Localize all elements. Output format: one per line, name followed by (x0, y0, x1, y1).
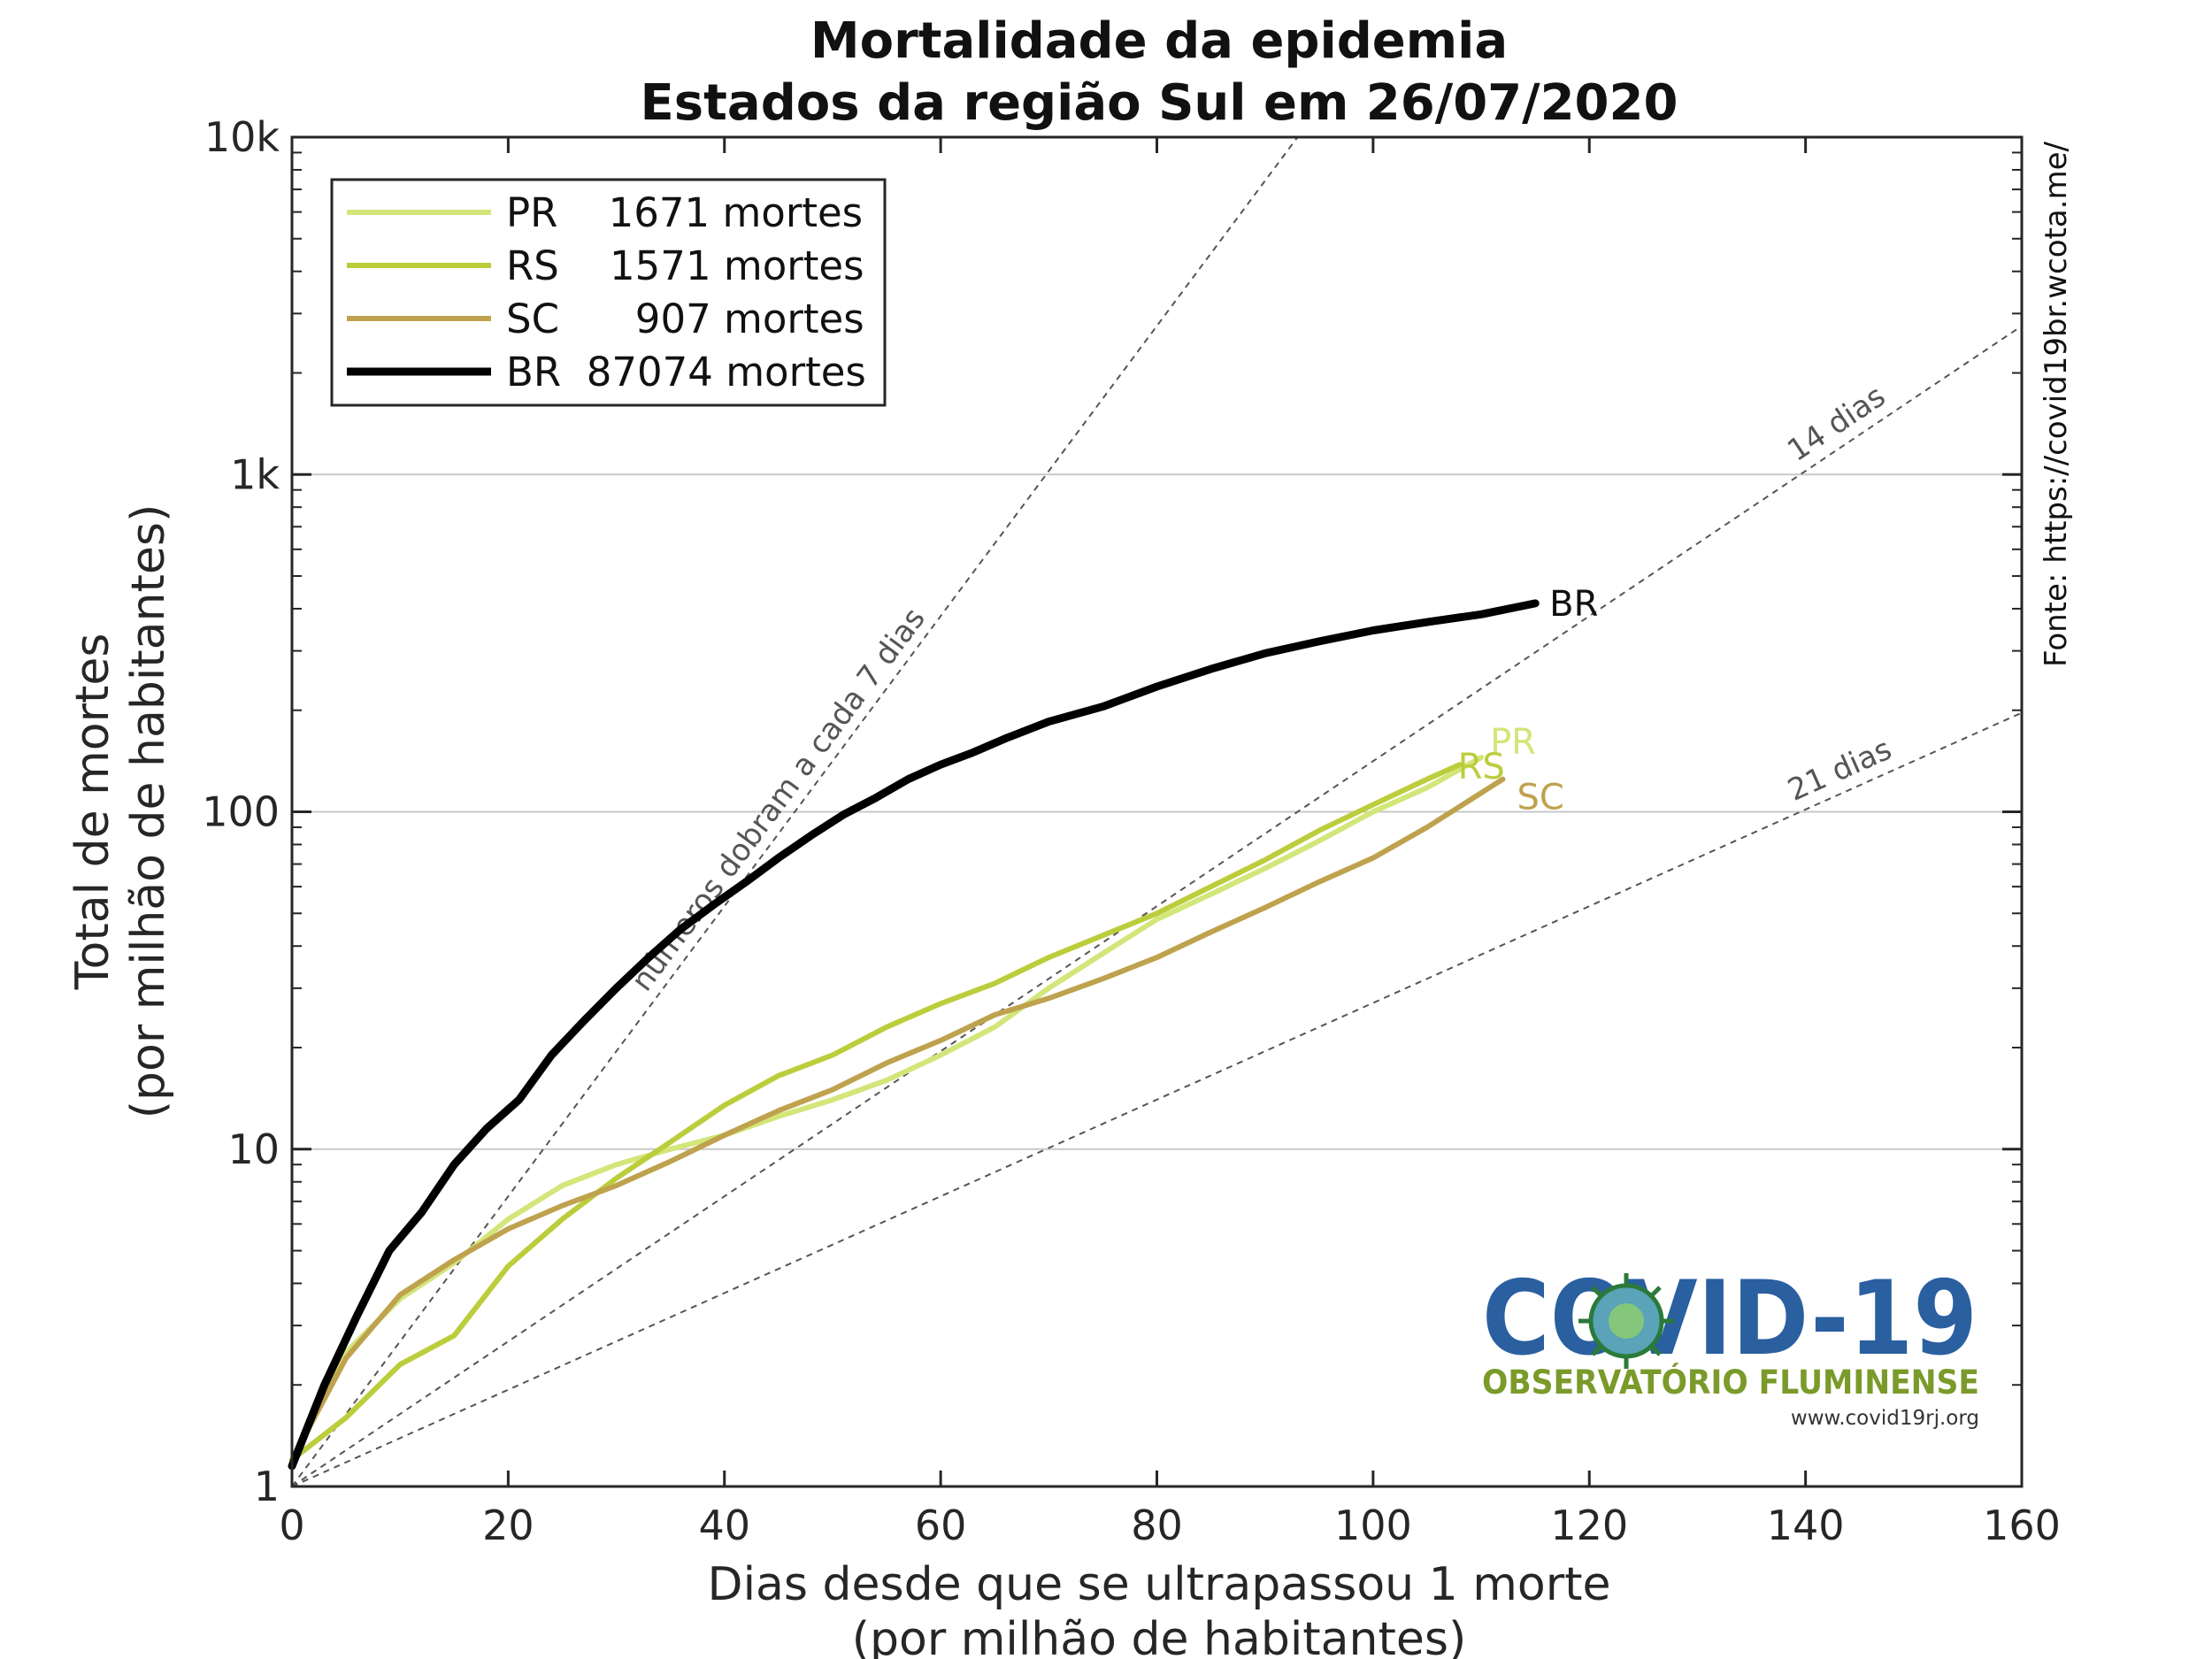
y-axis-label-2: (por milhão de habitantes) (122, 504, 175, 1119)
end-label-rs: RS (1458, 747, 1505, 787)
y-tick-label: 1k (230, 450, 280, 498)
grid-lines (292, 473, 2022, 1150)
logo-url: www.covid19rj.org (1791, 1407, 1979, 1430)
virus-icon (1578, 1273, 1674, 1369)
logo-main-text: COVID-19 (1482, 1259, 1978, 1379)
end-label-br: BR (1549, 584, 1598, 625)
y-axis-label: Total de mortes (66, 634, 119, 991)
y-tick-label: 10 (227, 1125, 280, 1173)
x-tick-label: 60 (915, 1502, 967, 1549)
x-tick-label: 160 (1983, 1502, 2061, 1549)
x-tick-label: 0 (279, 1502, 304, 1549)
legend-label-sc: SC 907 mortes (506, 296, 864, 342)
reference-line-label: 21 dias (1783, 732, 1897, 809)
reference-line (291, 325, 2023, 1487)
chart-subtitle: Estados da região Sul em 26/07/2020 (641, 74, 1678, 132)
x-tick-label: 140 (1767, 1502, 1845, 1549)
legend: PR 1671 mortes RS 1571 mortes SC 907 morte… (330, 178, 887, 407)
series-lines (288, 599, 1540, 1471)
series-line-pr (289, 755, 1485, 1463)
series-line-rs (289, 762, 1463, 1463)
end-label-sc: SC (1517, 778, 1564, 818)
series-line-br (288, 599, 1540, 1471)
reference-line-label: 14 dias (1781, 379, 1892, 469)
chart-title: Mortalidade da epidemia (810, 12, 1508, 70)
y-tick-label: 1 (254, 1463, 280, 1510)
x-tick-label: 20 (482, 1502, 534, 1549)
x-axis-label: Dias desde que se ultrapassou 1 morte (708, 1558, 1611, 1611)
logo-subtitle: OBSERVATÓRIO FLUMINENSE (1482, 1363, 1979, 1402)
series-line-sc (289, 776, 1506, 1463)
legend-label-pr: PR 1671 mortes (506, 189, 863, 236)
x-tick-label: 100 (1334, 1502, 1412, 1549)
covid-logo: COVID-19 OBSERVATÓRIO FLUMINENSE www.cov… (1482, 1259, 1979, 1430)
source-text: Fonte: https://covid19br.wcota.me/ (2039, 141, 2074, 667)
x-tick-label: 80 (1131, 1502, 1183, 1549)
axis-ticks: 0 20 40 60 80 100 120 140 160 1 10 100 1k 10k (202, 113, 2061, 1549)
y-tick-label: 100 (202, 788, 280, 836)
x-axis-label-2: (por milhão de habitantes) (852, 1613, 1467, 1659)
y-tick-label: 10k (204, 113, 280, 161)
x-tick-label: 40 (698, 1502, 750, 1549)
end-label-pr: PR (1490, 722, 1536, 763)
legend-label-rs: RS 1571 mortes (506, 242, 864, 289)
x-tick-label: 120 (1550, 1502, 1628, 1549)
reference-line (291, 711, 2023, 1487)
legend-label-br: BR 87074 mortes (506, 349, 866, 396)
